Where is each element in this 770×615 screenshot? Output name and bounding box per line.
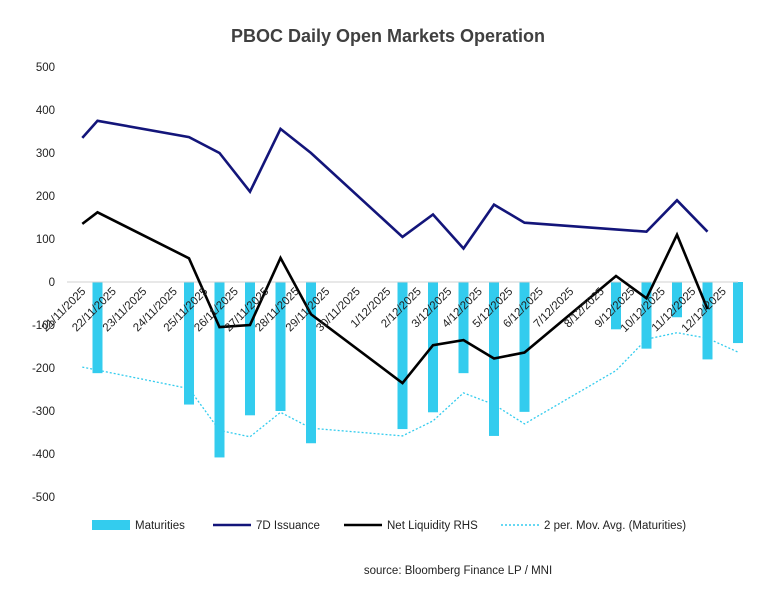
y-axis: 500 400 300 200 100 0 -100 -200 -300 -400 -500: [32, 62, 55, 504]
line-net-liquidity-rhs: [81, 210, 709, 385]
y-tick-label: -400: [32, 449, 55, 461]
y-tick-label: -200: [32, 363, 55, 375]
y-tick-label: 500: [36, 62, 55, 74]
bar-maturities: [611, 282, 621, 330]
lines-layer: [81, 119, 739, 438]
bar-maturities: [397, 282, 408, 430]
y-tick-label: -300: [32, 406, 55, 418]
legend-label: Net Liquidity RHS: [387, 520, 478, 532]
bar-maturities: [306, 282, 316, 444]
bar-maturities: [245, 282, 255, 416]
bar-maturities: [92, 282, 103, 374]
y-tick-label: 400: [36, 105, 55, 117]
bar-maturities: [519, 282, 530, 412]
legend-label: 2 per. Mov. Avg. (Maturities): [544, 520, 686, 532]
bar-maturities: [702, 282, 713, 360]
x-axis: 21/11/202522/11/202523/11/202524/11/2025…: [40, 286, 729, 335]
y-tick-label: 200: [36, 191, 55, 203]
legend-label: 7D Issuance: [256, 520, 320, 532]
bar-maturities: [184, 282, 194, 405]
y-tick-label: 0: [49, 277, 55, 289]
bar-maturities: [733, 282, 743, 344]
y-tick-label: 100: [36, 234, 55, 246]
chart-title: PBOC Daily Open Markets Operation: [231, 26, 545, 46]
bar-maturities: [458, 282, 469, 374]
bar-maturities: [214, 282, 225, 458]
legend-swatch: [92, 520, 130, 530]
bar-maturities: [641, 282, 652, 349]
legend-label: Maturities: [135, 520, 185, 532]
line-7d-issuance: [81, 119, 709, 251]
bar-maturities: [672, 282, 682, 318]
line-2-per-mov-avg-maturities: [82, 332, 739, 438]
legend: Maturities 7D Issuance Net Liquidity RHS 2 …: [92, 520, 686, 532]
y-tick-label: 300: [36, 148, 55, 160]
bar-maturities: [275, 282, 286, 411]
y-tick-label: -500: [32, 492, 55, 504]
y-tick-label: -100: [32, 320, 55, 332]
source-note: source: Bloomberg Finance LP / MNI: [364, 565, 552, 577]
